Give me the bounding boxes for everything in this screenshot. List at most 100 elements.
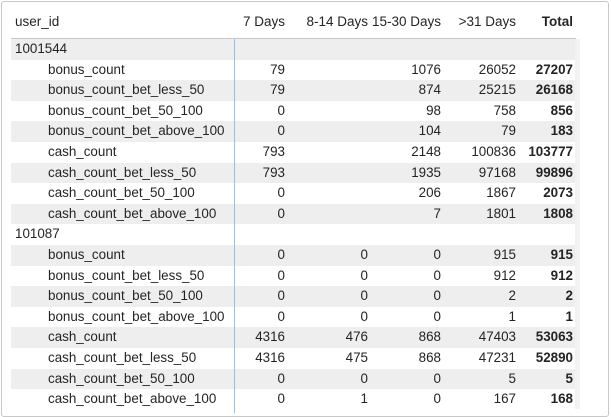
table-row[interactable]: cash_count 4316 476 868 47403 53063 <box>11 327 576 348</box>
table-row[interactable]: bonus_count 79 1076 26052 27207 <box>11 60 576 81</box>
table-row[interactable]: cash_count_bet_less_50 793 1935 97168 99896 <box>11 162 576 184</box>
table-row[interactable]: cash_count_bet_less_50 4316 475 868 47231 528… <box>11 348 576 369</box>
value-total: 168 <box>550 391 573 407</box>
row-label: cash_count_bet_above_100 <box>48 205 217 221</box>
table-row[interactable]: bonus_count_bet_above_100 0 104 79 183 <box>11 121 576 142</box>
value-7-days: 4316 <box>255 349 285 365</box>
header-over-31-days[interactable]: >31 Days <box>458 14 516 29</box>
value-over-31-days: 2 <box>508 288 516 304</box>
value-15-30-days: 0 <box>433 267 441 283</box>
value-total: 2073 <box>543 185 573 201</box>
table-row[interactable]: cash_count_bet_50_100 0 206 1867 2073 <box>11 183 576 204</box>
value-8-14-days: 0 <box>360 370 368 386</box>
value-total: 915 <box>550 246 573 262</box>
value-15-30-days: 206 <box>418 185 441 201</box>
value-over-31-days: 1801 <box>486 205 516 221</box>
row-label: cash_count <box>48 143 117 159</box>
value-7-days: 0 <box>277 185 285 201</box>
group-row[interactable]: 1001544 <box>11 39 576 60</box>
value-over-31-days: 167 <box>493 391 516 407</box>
value-over-31-days: 47403 <box>478 329 516 345</box>
value-over-31-days: 26052 <box>478 61 516 77</box>
value-7-days: 0 <box>277 267 285 283</box>
value-total: 5 <box>565 370 573 386</box>
value-15-30-days: 1076 <box>411 61 441 77</box>
row-label: bonus_count_bet_above_100 <box>48 123 225 139</box>
row-label: bonus_count_bet_50_100 <box>48 102 203 118</box>
table-row[interactable]: bonus_count_bet_above_100 0 0 0 1 1 <box>11 307 576 328</box>
value-total: 26168 <box>535 82 573 98</box>
table-row[interactable]: cash_count_bet_above_100 0 1 0 167 168 <box>11 389 576 410</box>
value-15-30-days: 1935 <box>411 164 441 180</box>
header-7-days[interactable]: 7 Days <box>242 14 285 29</box>
value-7-days: 0 <box>277 246 285 262</box>
table-row[interactable]: bonus_count_bet_50_100 0 98 758 856 <box>11 101 576 122</box>
value-7-days: 793 <box>262 164 285 180</box>
value-total: 856 <box>550 102 573 118</box>
row-label: cash_count_bet_less_50 <box>48 349 197 365</box>
table-row[interactable]: cash_count 793 2148 100836 103777 <box>11 142 576 163</box>
row-label: bonus_count_bet_less_50 <box>48 82 205 98</box>
matrix-table: user_id 7 Days 8-14 Days 15-30 Days >31 … <box>11 6 576 410</box>
row-label: bonus_count <box>48 61 125 77</box>
value-7-days: 79 <box>270 61 285 77</box>
value-8-14-days: 0 <box>360 267 368 283</box>
group-user-id: 101087 <box>15 226 60 242</box>
value-7-days: 0 <box>277 123 285 139</box>
value-15-30-days: 0 <box>433 288 441 304</box>
header-8-14-days[interactable]: 8-14 Days <box>306 14 368 29</box>
table-row[interactable]: bonus_count_bet_less_50 79 874 25215 26168 <box>11 80 576 101</box>
table-row[interactable]: cash_count_bet_50_100 0 0 0 5 5 <box>11 368 576 390</box>
value-over-31-days: 1867 <box>486 185 516 201</box>
value-15-30-days: 874 <box>418 82 441 98</box>
value-over-31-days: 97168 <box>478 164 516 180</box>
row-label: cash_count_bet_50_100 <box>48 370 195 386</box>
table-row[interactable]: bonus_count_bet_50_100 0 0 0 2 2 <box>11 286 576 307</box>
value-7-days: 0 <box>277 370 285 386</box>
value-over-31-days: 100836 <box>471 143 516 159</box>
value-over-31-days: 5 <box>508 370 516 386</box>
value-over-31-days: 1 <box>508 308 516 324</box>
value-over-31-days: 912 <box>493 267 516 283</box>
value-over-31-days: 915 <box>493 246 516 262</box>
header-user-id[interactable]: user_id <box>15 14 60 29</box>
value-7-days: 4316 <box>255 329 285 345</box>
value-7-days: 0 <box>277 308 285 324</box>
group-row[interactable]: 101087 <box>11 224 576 245</box>
value-total: 1808 <box>543 205 573 221</box>
table-row[interactable]: bonus_count_bet_less_50 0 0 0 912 912 <box>11 266 576 287</box>
row-label: bonus_count <box>48 246 125 262</box>
value-7-days: 0 <box>277 102 285 118</box>
value-8-14-days: 476 <box>345 329 368 345</box>
value-over-31-days: 25215 <box>478 82 516 98</box>
value-7-days: 0 <box>277 288 285 304</box>
row-label: bonus_count_bet_less_50 <box>48 267 205 283</box>
value-total: 27207 <box>535 61 573 77</box>
value-15-30-days: 0 <box>433 370 441 386</box>
value-7-days: 0 <box>277 205 285 221</box>
row-label: cash_count_bet_50_100 <box>48 185 195 201</box>
header-row: user_id 7 Days 8-14 Days 15-30 Days >31 … <box>11 6 576 39</box>
value-total: 53063 <box>535 329 573 345</box>
table-row[interactable]: bonus_count 0 0 0 915 915 <box>11 244 576 266</box>
header-total[interactable]: Total <box>541 14 573 29</box>
value-15-30-days: 0 <box>433 246 441 262</box>
group-user-id: 1001544 <box>15 41 68 56</box>
table-row[interactable]: cash_count_bet_above_100 0 7 1801 1808 <box>11 203 576 225</box>
row-label: cash_count_bet_less_50 <box>48 164 197 180</box>
value-total: 912 <box>550 267 573 283</box>
vertical-scrollbar[interactable] <box>575 39 580 409</box>
value-7-days: 79 <box>270 82 285 98</box>
value-over-31-days: 47231 <box>478 349 516 365</box>
value-total: 1 <box>565 308 573 324</box>
value-total: 99896 <box>535 164 573 180</box>
value-15-30-days: 104 <box>418 123 441 139</box>
row-label: cash_count_bet_above_100 <box>48 391 217 407</box>
column-divider <box>234 39 235 413</box>
value-7-days: 0 <box>277 391 285 407</box>
header-15-30-days[interactable]: 15-30 Days <box>371 14 441 29</box>
value-total: 2 <box>565 288 573 304</box>
value-total: 103777 <box>528 143 573 159</box>
value-8-14-days: 1 <box>360 391 368 407</box>
